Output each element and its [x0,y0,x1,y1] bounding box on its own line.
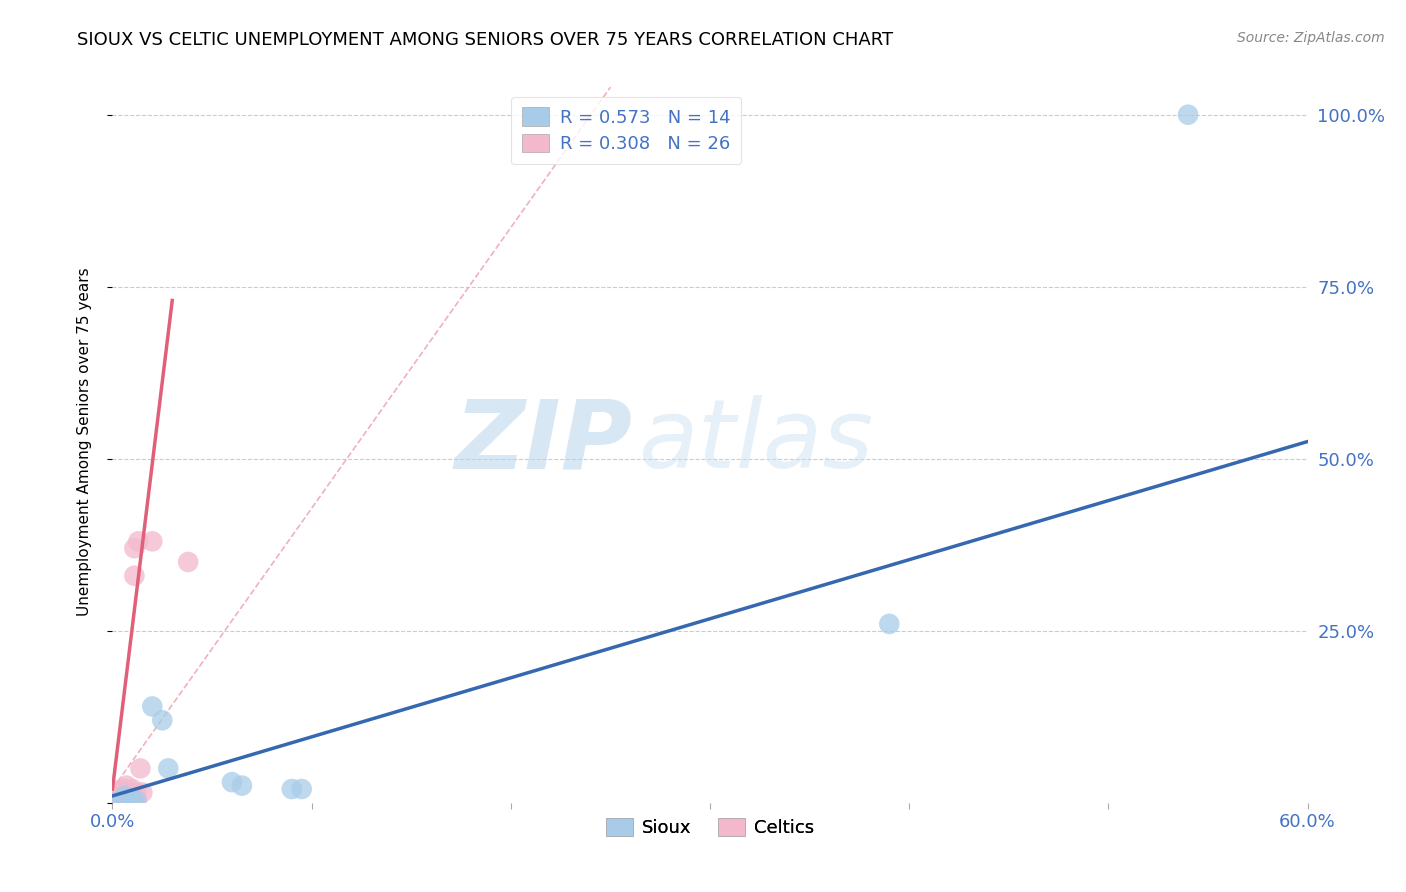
Point [114,789,135,803]
Point [121,782,143,797]
Point [125,785,148,799]
Point [125,794,148,808]
Point [117,789,139,803]
Point [291,782,314,797]
Point [131,785,153,799]
Text: Source: ZipAtlas.com: Source: ZipAtlas.com [1237,31,1385,45]
Y-axis label: Unemployment Among Seniors over 75 years: Unemployment Among Seniors over 75 years [77,268,91,615]
Point [103,796,125,810]
Point [120,792,142,806]
Point [121,789,143,803]
Point [879,616,901,631]
Point [105,792,128,806]
Point [103,792,125,806]
Point [117,785,139,799]
Point [121,792,143,806]
Text: atlas: atlas [638,395,873,488]
Text: SIOUX VS CELTIC UNEMPLOYMENT AMONG SENIORS OVER 75 YEARS CORRELATION CHART: SIOUX VS CELTIC UNEMPLOYMENT AMONG SENIO… [77,31,893,49]
Point [121,792,143,806]
Point [141,534,163,549]
Point [124,541,146,556]
Point [115,779,138,793]
Point [107,790,129,805]
Point [115,792,138,806]
Point [177,555,200,569]
Point [1177,108,1199,122]
Legend: Sioux, Celtics: Sioux, Celtics [599,811,821,845]
Point [231,779,253,793]
Point [157,761,180,775]
Text: ZIP: ZIP [454,395,633,488]
Point [150,713,173,727]
Point [120,785,142,799]
Point [103,789,125,803]
Point [125,792,148,806]
Point [115,790,138,805]
Point [107,783,129,797]
Point [127,534,149,549]
Point [111,790,134,805]
Point [141,699,163,714]
Point [221,775,243,789]
Point [124,568,146,582]
Point [281,782,304,797]
Point [114,782,135,797]
Point [110,785,132,799]
Point [129,761,152,775]
